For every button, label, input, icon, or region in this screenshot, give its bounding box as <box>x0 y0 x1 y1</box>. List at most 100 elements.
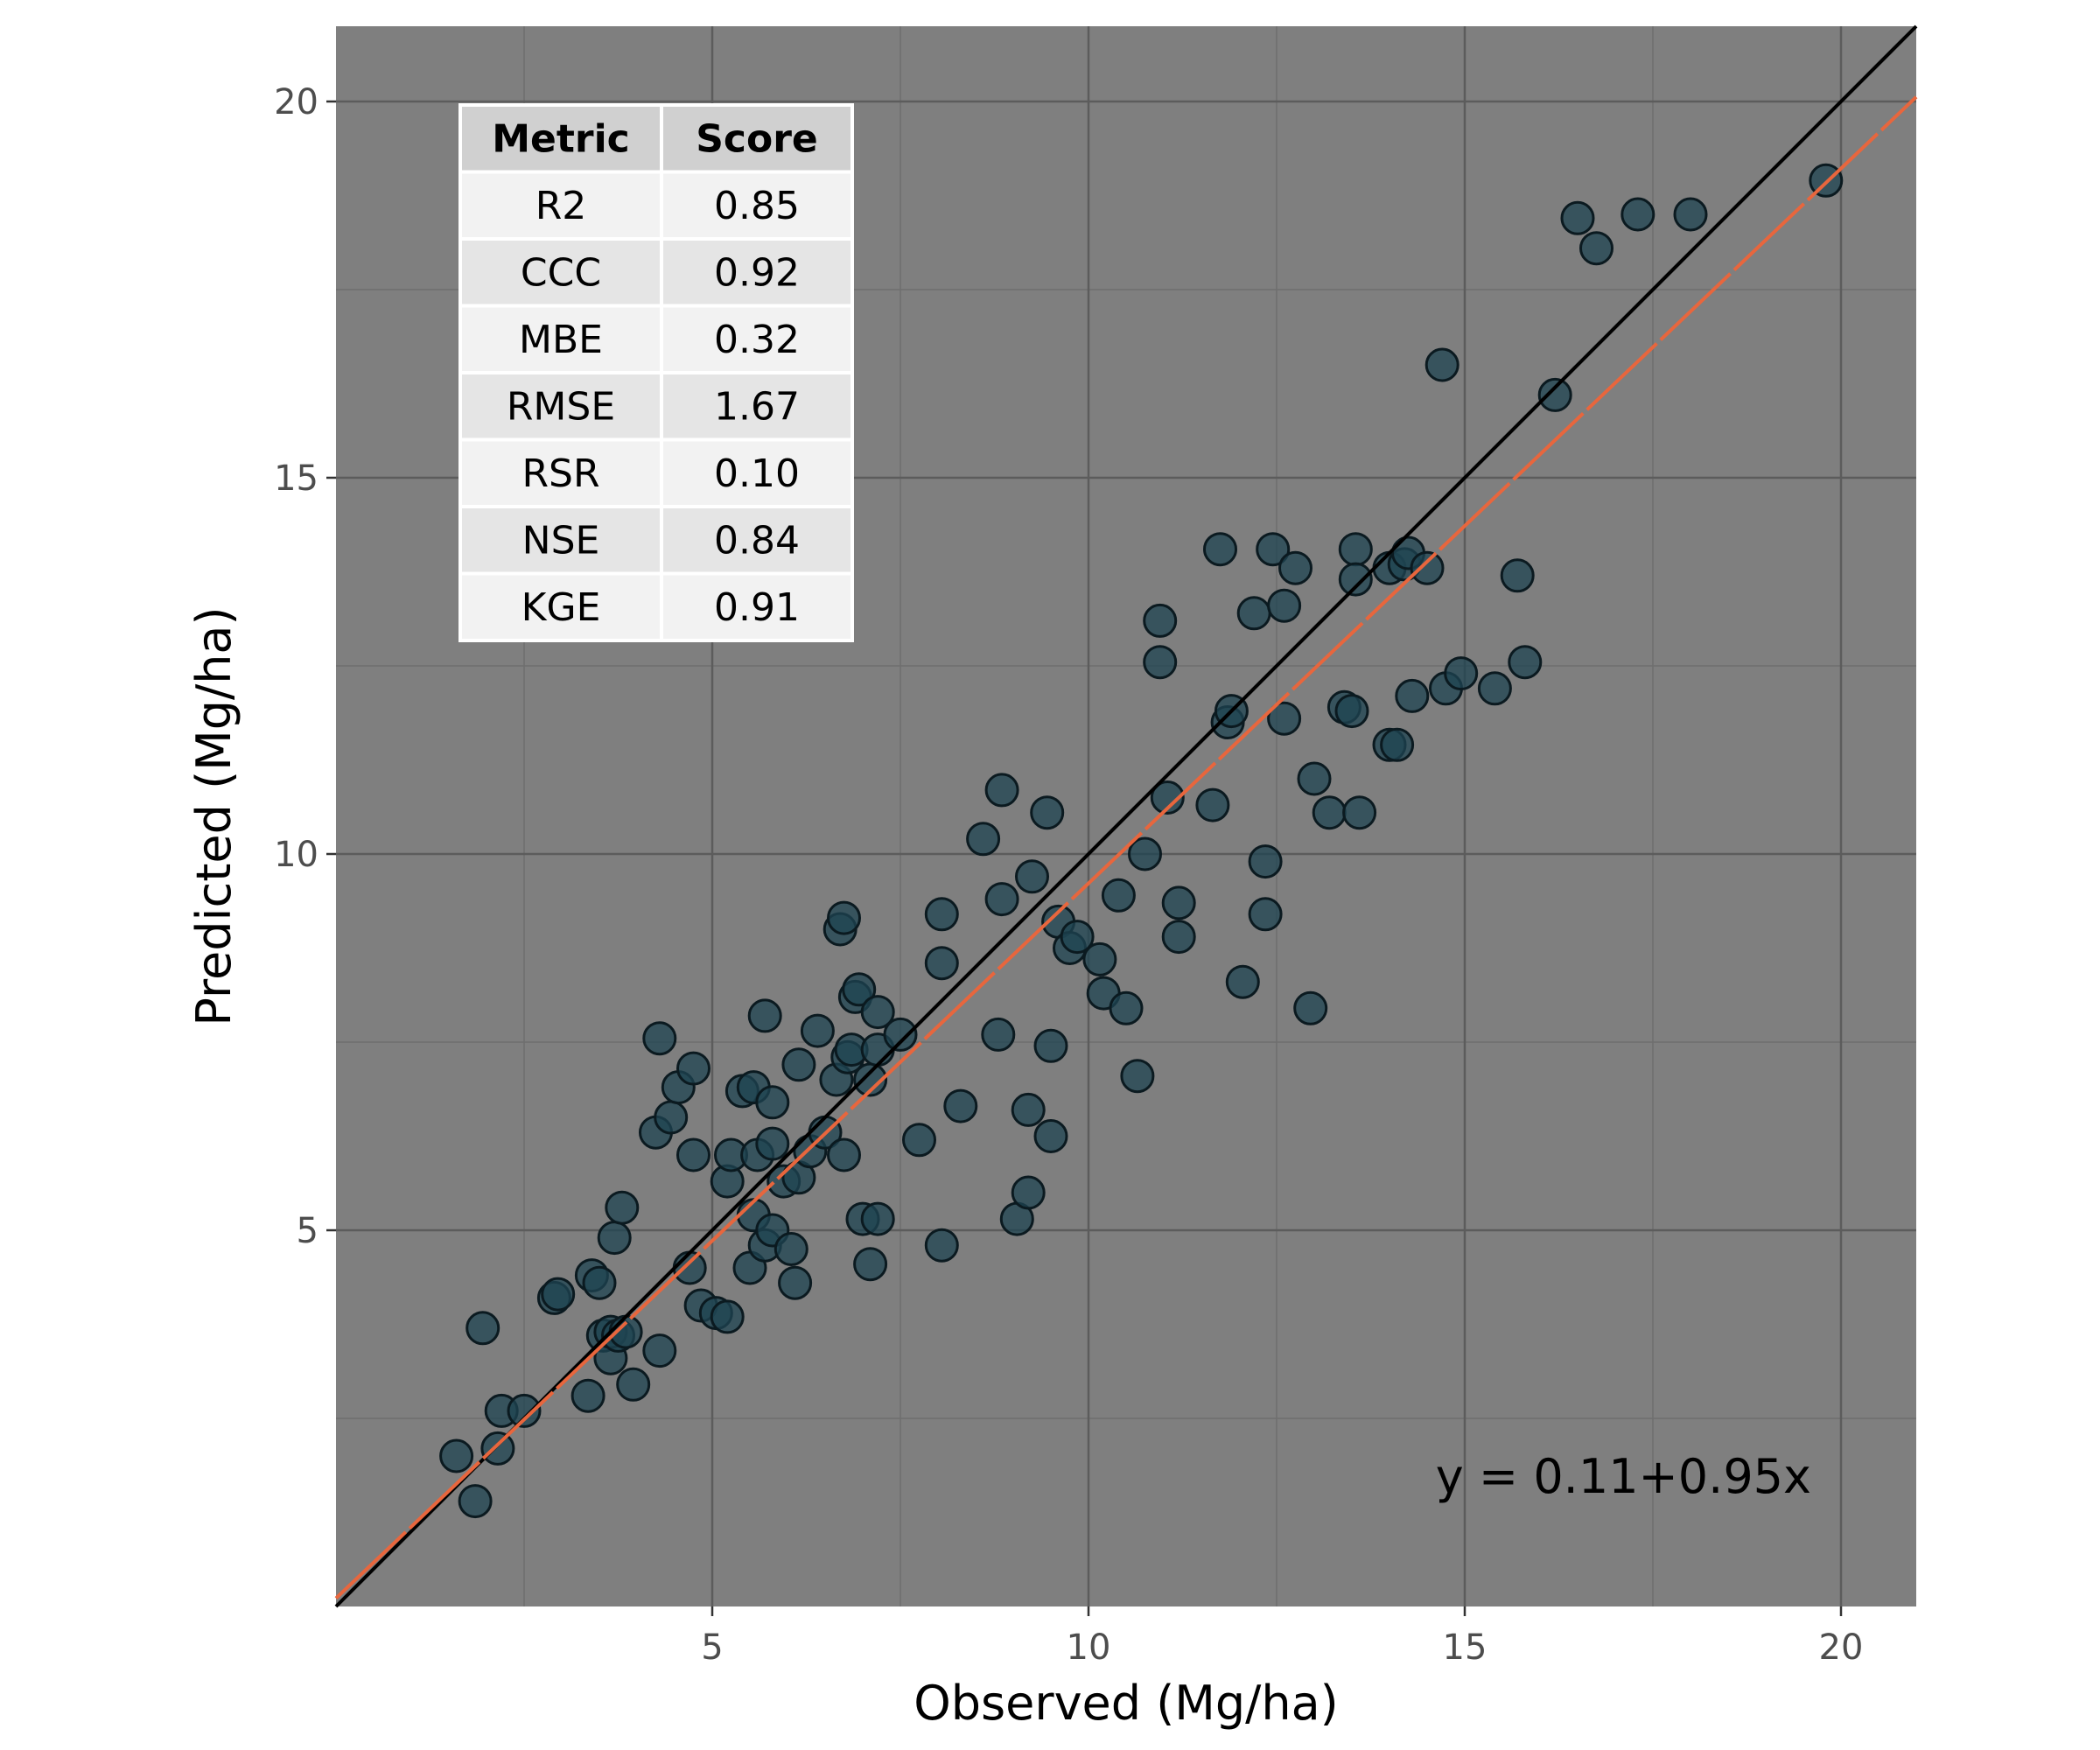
data-point <box>1267 701 1302 736</box>
data-point <box>1161 920 1196 955</box>
y-tick-label: 20 <box>274 82 318 122</box>
data-point <box>924 897 959 932</box>
data-point <box>1128 836 1162 872</box>
data-point <box>1256 532 1291 567</box>
data-point <box>1143 603 1178 638</box>
table-cell-metric: RSR <box>522 452 599 496</box>
data-point <box>439 1438 474 1474</box>
data-point <box>1109 990 1144 1026</box>
table-cell-bg <box>660 237 854 308</box>
table-cell-score: 1.67 <box>714 384 800 429</box>
data-point <box>616 1367 651 1402</box>
table-cell-bg <box>458 571 663 642</box>
data-point <box>1560 200 1595 235</box>
data-point <box>1248 897 1283 932</box>
data-point <box>605 1190 640 1225</box>
data-point <box>774 1232 808 1266</box>
data-point <box>1236 596 1271 631</box>
data-point <box>1203 532 1237 567</box>
data-point <box>480 1431 515 1466</box>
data-point <box>860 995 895 1030</box>
data-point <box>883 1017 918 1052</box>
data-point <box>1015 859 1049 894</box>
data-point <box>966 822 1001 857</box>
data-point <box>676 1051 710 1086</box>
data-point <box>654 1100 689 1135</box>
data-point <box>1248 844 1283 879</box>
table-cell-bg <box>458 505 663 576</box>
data-point <box>984 773 1019 808</box>
table-cell-score: 0.85 <box>714 184 800 228</box>
y-tick-label: 10 <box>274 835 318 875</box>
data-point <box>582 1265 617 1300</box>
table-cell-score: 0.32 <box>714 318 800 362</box>
data-point <box>827 1138 861 1172</box>
table-cell-metric: R2 <box>536 184 587 228</box>
data-point <box>1297 761 1332 796</box>
data-points <box>439 163 1844 1519</box>
data-point <box>984 882 1019 917</box>
data-point <box>778 1265 813 1300</box>
x-tick-label: 10 <box>1067 1628 1111 1668</box>
data-point <box>842 972 877 1007</box>
table-cell-metric: RMSE <box>507 384 615 429</box>
data-point <box>1267 588 1302 623</box>
table-cell-bg <box>660 505 854 576</box>
table-cell-metric: MBE <box>519 318 603 362</box>
data-point <box>1195 788 1230 822</box>
table-header-score: Score <box>696 116 818 161</box>
data-point <box>1338 562 1373 597</box>
data-point <box>860 1201 895 1236</box>
data-point <box>902 1123 936 1158</box>
data-point <box>1424 347 1460 382</box>
data-point <box>1395 678 1430 713</box>
table-cell-bg <box>660 304 854 374</box>
y-axis-ticks: 5 10 15 20 <box>274 82 336 1251</box>
x-axis-ticks: 5 10 15 20 <box>701 1606 1863 1668</box>
table-cell-bg <box>458 170 663 241</box>
data-point <box>1143 645 1178 680</box>
identity-line <box>334 24 1918 1608</box>
data-point <box>1500 558 1535 593</box>
data-point <box>1477 671 1512 706</box>
data-point <box>827 900 861 935</box>
data-point <box>747 998 782 1033</box>
data-point <box>1410 550 1445 585</box>
data-point <box>1293 990 1328 1026</box>
data-point <box>597 1221 632 1256</box>
data-point <box>466 1311 500 1346</box>
data-point <box>1033 1119 1068 1153</box>
data-point <box>1338 532 1373 567</box>
data-point <box>1444 656 1479 691</box>
data-point <box>1312 795 1347 830</box>
data-point <box>1278 550 1312 585</box>
data-point <box>853 1247 888 1282</box>
regression-equation: y = 0.11+0.95x <box>1436 1449 1811 1504</box>
data-point <box>1579 231 1614 266</box>
x-tick-label: 20 <box>1819 1628 1864 1668</box>
x-tick-label: 5 <box>701 1628 723 1668</box>
data-point <box>1060 920 1095 955</box>
data-point <box>981 1017 1016 1052</box>
data-point <box>924 1228 959 1263</box>
data-point <box>1120 1059 1155 1094</box>
data-point <box>1011 1175 1046 1210</box>
table-cell-score: 0.84 <box>714 518 800 563</box>
data-point <box>1011 1092 1046 1127</box>
table-cell-metric: NSE <box>522 518 600 563</box>
data-point <box>781 1047 816 1082</box>
data-point <box>1161 886 1196 920</box>
data-point <box>755 1126 790 1161</box>
data-point <box>755 1085 790 1120</box>
x-axis-title: Observed (Mg/ha) <box>914 1676 1338 1731</box>
reference-lines <box>334 24 1918 1608</box>
y-axis-title: Predicted (Mg/ha) <box>186 606 242 1026</box>
data-point <box>1334 694 1369 729</box>
data-point <box>642 1334 677 1368</box>
y-tick-label: 15 <box>274 458 318 499</box>
metrics-table: Metric Score R2 0.85 CCC 0.92 MBE 0.32 RMSE 1.67 R… <box>458 103 854 642</box>
data-point <box>570 1378 606 1413</box>
y-tick-label: 5 <box>297 1211 318 1251</box>
data-point <box>1620 197 1656 232</box>
